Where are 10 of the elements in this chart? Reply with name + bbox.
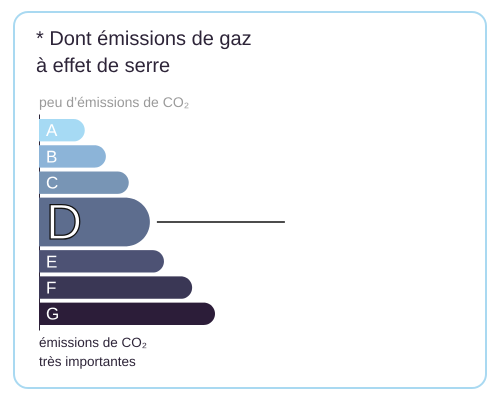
y-tick-label: F: [46, 278, 56, 298]
y-tick-label: C: [46, 174, 58, 193]
y-tick-label: E: [46, 252, 58, 272]
y-tick-label: A: [46, 121, 58, 140]
y-tick-label: G: [46, 304, 60, 324]
text: émissions de CO₂ très importantes: [39, 335, 148, 369]
text: peu d’émissions de CO₂: [39, 94, 190, 110]
y-tick-label: D: [46, 194, 82, 250]
y-tick-label: B: [46, 147, 58, 166]
chart-title: * Dont émissions de gaz à effet de serre: [36, 28, 252, 77]
